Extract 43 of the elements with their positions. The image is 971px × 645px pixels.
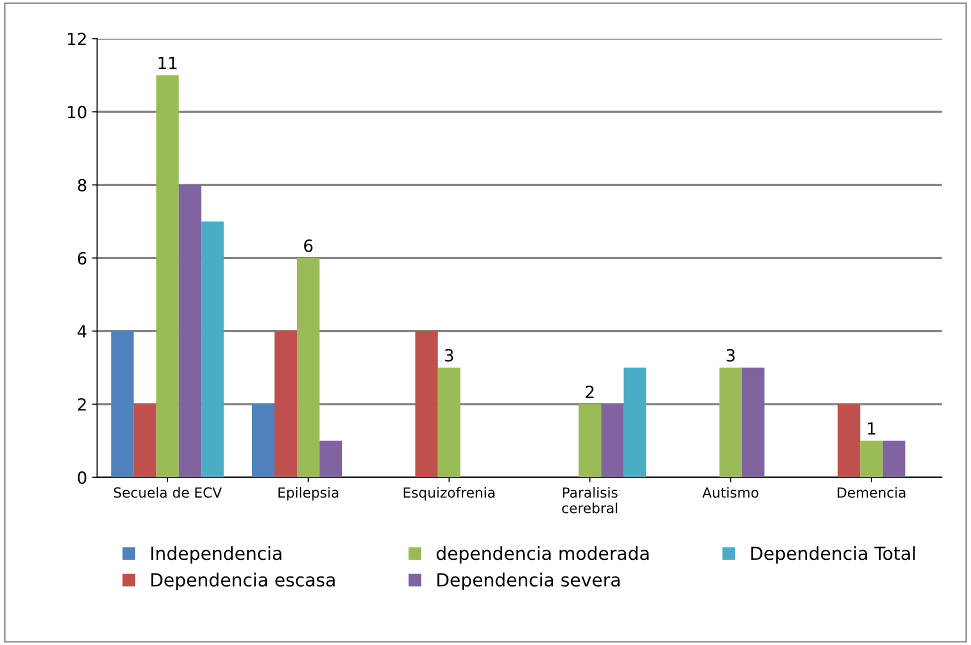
data-label: 3	[445, 349, 454, 362]
x-tick-label: Paralisis cerebral	[562, 487, 618, 514]
bar	[719, 368, 742, 478]
x-tick-label: Demencia	[838, 487, 906, 498]
data-label: 3	[726, 349, 735, 362]
data-label: 2	[586, 386, 594, 398]
bar	[178, 184, 202, 478]
bar	[624, 368, 646, 478]
y-tick-label: 10	[68, 106, 86, 118]
data-label: 1	[868, 422, 876, 435]
legend-label: dependencia moderada	[436, 546, 649, 564]
y-tick-label: 4	[78, 325, 86, 338]
bar	[274, 331, 298, 478]
bar	[601, 404, 624, 478]
y-tick-label: 8	[78, 178, 86, 192]
x-tick-label: Autismo	[702, 487, 758, 498]
legend-label: Independencia	[151, 546, 282, 564]
bar	[415, 331, 438, 478]
legend-label: Dependencia escasa	[151, 572, 335, 590]
legend-label: Dependencia severa	[437, 572, 620, 590]
bar	[578, 404, 602, 478]
bar	[252, 404, 274, 478]
bar	[860, 440, 883, 478]
bar	[742, 368, 764, 478]
bar	[297, 258, 320, 478]
bar	[320, 440, 342, 478]
bar	[111, 331, 134, 478]
bar	[156, 75, 179, 478]
bar	[134, 404, 156, 478]
y-tick-label: 0	[78, 471, 86, 484]
bar	[438, 368, 460, 478]
y-tick-label: 2	[78, 398, 86, 411]
y-tick-label: 6	[78, 252, 86, 265]
bar	[882, 440, 906, 478]
legend-label: Dependencia Total	[751, 546, 915, 564]
data-label: 6	[304, 239, 313, 252]
y-tick-label: 12	[68, 32, 86, 46]
bar	[201, 221, 224, 478]
data-label: 11	[158, 56, 177, 70]
bar	[838, 404, 860, 478]
x-tick-label: Secuela de ECV	[114, 487, 222, 498]
x-tick-label: Esquizofrenia	[404, 487, 494, 500]
x-tick-label: Epilepsia	[278, 487, 338, 500]
